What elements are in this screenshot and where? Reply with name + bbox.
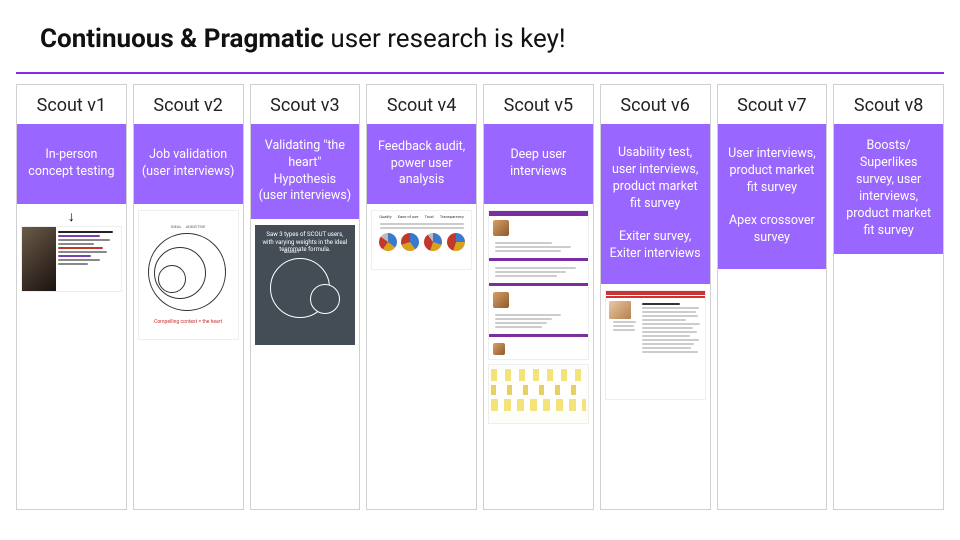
column-v5: Scout v5 Deep user interviews [483,84,594,510]
market-slide-thumbnail: Saw 3 types of SCOUT users, with varying… [255,225,356,345]
col-body: Saw 3 types of SCOUT users, with varying… [251,219,360,509]
col-header: Scout v7 [718,85,827,124]
column-v4: Scout v4 Feedback audit, power user anal… [366,84,477,510]
divider-line [16,72,944,74]
col-body: IDEAL ADDICTIVE Compelling context = the… [134,204,243,509]
slide-title: Continuous & Pragmatic user research is … [40,24,566,54]
col-header: Scout v5 [484,85,593,124]
column-v1: Scout v1 In-person concept testing ↓ [16,84,127,510]
profile-mock-thumbnail [488,210,589,360]
arrow-down-icon: ↓ [21,210,122,224]
col-body: ↓ [17,204,126,509]
col-desc: Usability test, user interviews, product… [601,124,710,284]
col-body [834,254,943,509]
pie-row [376,233,467,251]
col-header: Scout v6 [601,85,710,124]
col-body [718,269,827,509]
column-v3: Scout v3 Validating "the heart" Hypothes… [250,84,361,510]
col-header: Scout v8 [834,85,943,124]
resume-page-thumbnail [605,290,706,400]
col-desc: Feedback audit, power user analysis [367,124,476,204]
timeline-thumbnail [488,364,589,424]
col-desc: Job validation (user interviews) [134,124,243,204]
column-v7: Scout v7 User interviews, product market… [717,84,828,510]
column-v8: Scout v8 Boosts/ Superlikes survey, user… [833,84,944,510]
pie-charts-thumbnail: QualityEase of useTrustTransparency [371,210,472,270]
col-header: Scout v1 [17,85,126,124]
col-desc: Validating "the heart" Hypothesis (user … [251,124,360,219]
col-desc: Deep user interviews [484,124,593,204]
column-v2: Scout v2 Job validation (user interviews… [133,84,244,510]
col-desc: In-person concept testing [17,124,126,204]
col-body [601,284,710,509]
concept-test-thumbnail [21,226,122,292]
title-bold: Continuous & Pragmatic [40,24,324,54]
v2-caption: Compelling context = the heart [154,319,222,325]
col-body [484,204,593,509]
v3-caption: Saw 3 types of SCOUT users, with varying… [261,231,350,254]
title-rest: user research is key! [324,24,566,54]
venn-diagram-thumbnail: IDEAL ADDICTIVE Compelling context = the… [138,210,239,340]
col-desc: Boosts/ Superlikes survey, user intervie… [834,124,943,254]
column-v6: Scout v6 Usability test, user interviews… [600,84,711,510]
col-header: Scout v2 [134,85,243,124]
col-body: QualityEase of useTrustTransparency [367,204,476,509]
col-header: Scout v4 [367,85,476,124]
col-desc: User interviews, product market fit surv… [718,124,827,269]
col-header: Scout v3 [251,85,360,124]
version-columns: Scout v1 In-person concept testing ↓ [16,84,944,510]
